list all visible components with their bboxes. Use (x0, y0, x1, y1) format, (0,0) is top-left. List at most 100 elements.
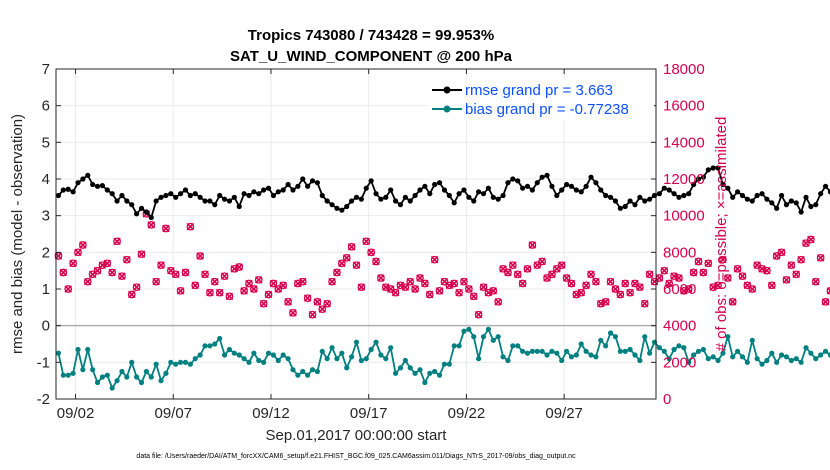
rmse-point (207, 198, 213, 204)
x-axis-label: Sep.01,2017 00:00:00 start (266, 427, 448, 444)
obs-possible-point (719, 255, 727, 264)
rmse-point (256, 191, 262, 197)
obs-possible-point (69, 259, 77, 268)
obs-assimilated-point (587, 270, 595, 279)
obs-possible-point (469, 292, 478, 301)
obs-assimilated-point (792, 270, 800, 279)
obs-possible-point (797, 255, 805, 264)
obs-assimilated-point (738, 272, 747, 280)
rmse-point (217, 192, 223, 199)
bias-point (143, 368, 149, 375)
obs-assimilated-point (509, 261, 517, 269)
bias-point (378, 352, 384, 358)
rmse-point (524, 183, 531, 189)
bias-point (705, 356, 711, 362)
obs-possible-point (802, 239, 810, 248)
bias-point (285, 356, 291, 362)
rmse-point (563, 181, 570, 188)
rmse-point (432, 181, 438, 188)
obs-assimilated-point (98, 261, 107, 269)
rmse-point (99, 183, 106, 189)
obs-assimilated-point (79, 241, 87, 249)
obs-possible-point (704, 259, 713, 268)
obs-assimilated-point (284, 298, 292, 306)
obs-assimilated-point (670, 272, 678, 280)
rmse-point (818, 191, 824, 197)
x-tick-label: 09/22 (448, 405, 486, 422)
obs-assimilated-point (328, 277, 336, 286)
obs-possible-point (787, 261, 796, 270)
rmse-point (168, 191, 174, 197)
obs-possible-point (206, 288, 214, 297)
bias-point (656, 345, 663, 351)
rmse-point (319, 192, 325, 199)
obs-possible-point (313, 297, 322, 306)
bias-point (500, 354, 506, 360)
rmse-point (124, 198, 130, 204)
obs-possible-point (807, 235, 815, 244)
bias-point (764, 357, 770, 364)
obs-possible-point (377, 274, 385, 282)
rmse-point (158, 194, 164, 200)
rmse-point (788, 198, 794, 204)
rmse-point (349, 198, 355, 204)
bias-point (730, 354, 736, 360)
rmse-point (568, 183, 575, 189)
obs-assimilated-point (396, 281, 405, 290)
obs-assimilated-point (347, 243, 356, 251)
rmse-point (314, 180, 321, 186)
rmse-point (402, 194, 408, 200)
obs-possible-point (191, 281, 200, 290)
rmse-point (353, 194, 360, 200)
bias-point (827, 352, 830, 358)
obs-assimilated-point (352, 261, 361, 269)
obs-possible-point (284, 297, 292, 306)
bias-point (563, 348, 570, 354)
obs-assimilated-point (137, 250, 146, 258)
bias-point (124, 374, 130, 380)
y2-tick-label: 12000 (663, 171, 705, 188)
obs-possible-point (792, 270, 801, 279)
y-axis-ticks: -2 -1 0 1 2 3 4 5 6 7 (37, 61, 61, 408)
rmse-point (236, 203, 242, 210)
rmse-point (383, 194, 389, 200)
bias-point (456, 343, 462, 349)
obs-possible-point (372, 257, 380, 266)
obs-assimilated-point (582, 281, 590, 290)
rmse-point (637, 194, 643, 200)
rmse-point (681, 192, 687, 199)
bias-point (691, 352, 697, 358)
bias-point (177, 359, 184, 365)
obs-possible-point (425, 290, 434, 299)
legend-rmse-marker (443, 86, 451, 94)
rmse-point (173, 194, 179, 200)
bias-point (280, 352, 286, 358)
rmse-point (808, 203, 814, 210)
y-tick-label: 4 (42, 171, 50, 188)
obs-possible-point (528, 241, 537, 249)
obs-assimilated-point (206, 288, 214, 297)
legend-box (428, 80, 654, 120)
obs-possible-point (318, 305, 327, 314)
rmse-point (261, 187, 267, 193)
obs-possible-point (328, 277, 336, 286)
rmse-point (695, 176, 702, 182)
obs-assimilated-point (680, 287, 688, 295)
rmse-point (647, 196, 653, 202)
rmse-point (456, 191, 462, 197)
obs-assimilated-point (289, 309, 297, 317)
obs-possible-point (215, 288, 224, 297)
obs-possible-point (533, 261, 542, 270)
rmse-point (705, 167, 711, 173)
obs-assimilated-point (386, 285, 395, 293)
obs-possible-point (640, 299, 649, 308)
obs-possible-point (357, 283, 366, 292)
obs-possible-point (245, 279, 253, 288)
y-axis-label: rmse and bias (model - observation) (9, 114, 26, 354)
rmse-point (241, 191, 247, 197)
bias-point (80, 367, 86, 373)
obs-possible-point (240, 286, 248, 295)
bias-point (138, 379, 145, 386)
rmse-point (661, 185, 667, 191)
obs-assimilated-point (118, 272, 126, 280)
